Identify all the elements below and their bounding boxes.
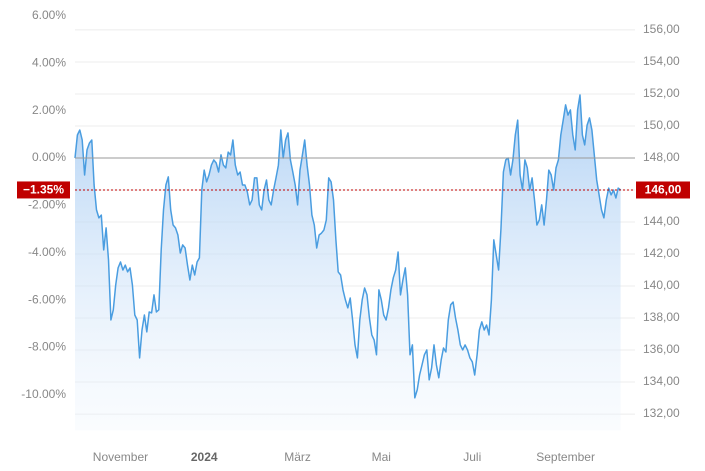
y-tick-label: 0.00% — [32, 150, 66, 164]
y2-tick-label: 148,00 — [643, 150, 680, 164]
y2-tick-label: 138,00 — [643, 310, 680, 324]
x-tick-label: November — [93, 450, 148, 464]
y-tick-label: -8.00% — [28, 340, 66, 354]
y2-tick-label: 140,00 — [643, 278, 680, 292]
y2-tick-label: 136,00 — [643, 342, 680, 356]
y2-tick-label: 134,00 — [643, 374, 680, 388]
last-value-badge — [17, 181, 70, 199]
y2-tick-label: 152,00 — [643, 86, 680, 100]
y-tick-label: -10.00% — [21, 387, 66, 401]
x-tick-label: Mai — [372, 450, 391, 464]
y-tick-label: -4.00% — [28, 245, 66, 259]
y2-tick-label: 156,00 — [643, 22, 680, 36]
last-price-badge — [636, 181, 690, 199]
x-tick-label: 2024 — [191, 450, 218, 464]
y-tick-label: 4.00% — [32, 55, 66, 69]
x-tick-label: September — [536, 450, 595, 464]
y2-tick-label: 150,00 — [643, 118, 680, 132]
x-tick-label: März — [284, 450, 311, 464]
y-tick-label: -6.00% — [28, 292, 66, 306]
x-tick-label: Juli — [463, 450, 481, 464]
last-value-label: −1.35% — [23, 183, 64, 197]
y-tick-label: 2.00% — [32, 103, 66, 117]
y2-tick-label: 144,00 — [643, 214, 680, 228]
line — [74, 94, 622, 399]
y2-tick-label: 132,00 — [643, 406, 680, 420]
y2-tick-label: 142,00 — [643, 246, 680, 260]
y2-tick-label: 154,00 — [643, 54, 680, 68]
y-tick-label: 6.00% — [32, 8, 66, 22]
area — [75, 95, 621, 431]
last-price-label: 146,00 — [645, 183, 682, 197]
y-tick-label: -2.00% — [28, 198, 66, 212]
